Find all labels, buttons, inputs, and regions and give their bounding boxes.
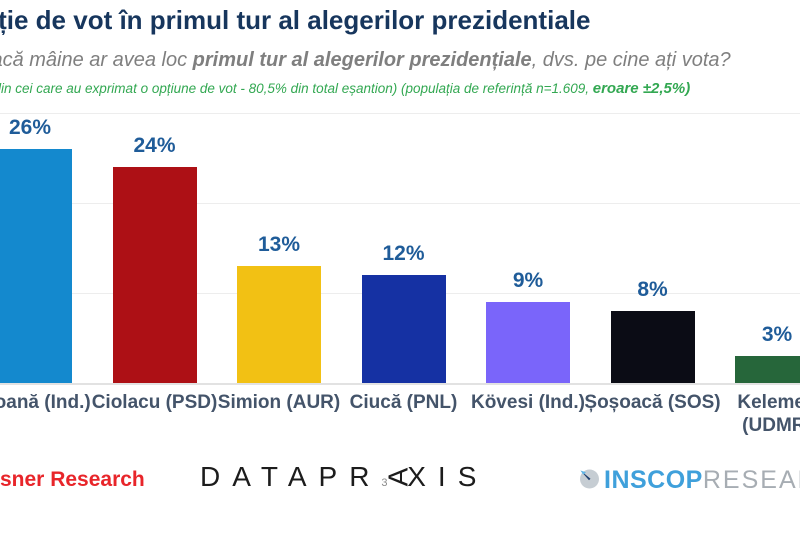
bar-2: [237, 266, 321, 383]
bar-6: [735, 356, 800, 383]
inscop-logo-name: INSCOP: [604, 466, 703, 494]
page-title: Intenție de vot în primul tur al alegeri…: [0, 5, 591, 35]
inscop-logo-suffix: RESEARCH: [702, 466, 800, 494]
bar-4: [486, 302, 570, 383]
poll-question-prefix: Dacă mâine ar avea loc: [0, 49, 188, 71]
inscop-logo: INSCOP RESEARCH: [578, 466, 800, 495]
bar-category-label-6: Kelemen (UDMR): [737, 392, 800, 436]
bar-value-label-0: 26%: [8, 116, 52, 139]
bar-0: [0, 149, 72, 383]
bar-category-label-2: Simion (AUR): [217, 392, 341, 413]
datapraxis-arrow-a-icon: A: [381, 467, 413, 487]
bar-5: [610, 311, 695, 383]
datapraxis-logo: DATAPR3AXIS: [200, 461, 488, 493]
bar-value-label-3: 12%: [382, 242, 425, 265]
gridline-20: [0, 203, 800, 204]
methodology-note-error: eroare ±2,5%): [592, 80, 691, 97]
bar-value-label-2: 13%: [257, 233, 301, 256]
bar-category-label-0: Geoană (Ind.): [0, 392, 91, 413]
poll-question: Dacă mâine ar avea loc primul tur al ale…: [0, 49, 731, 72]
left-partner-logo: sner Research: [0, 468, 145, 491]
bar-value-label-4: 9%: [512, 269, 544, 292]
datapraxis-logo-part1: DATAPR: [200, 461, 382, 492]
methodology-note-main: (din cei care au exprimat o opțiune de v…: [0, 81, 593, 96]
bar-value-label-1: 24%: [133, 134, 176, 157]
bar-1: [112, 167, 197, 383]
bar-category-label-3: Ciucă (PNL): [349, 392, 458, 413]
bar-value-label-6: 3%: [761, 323, 793, 346]
x-axis-line: [0, 383, 800, 385]
poll-question-suffix: , dvs. pe cine ați vota?: [531, 49, 731, 71]
inscop-compass-icon: [578, 467, 601, 495]
methodology-note: (din cei care au exprimat o opțiune de v…: [0, 80, 690, 97]
datapraxis-logo-part2: XIS: [407, 461, 489, 492]
gridline-30: [0, 113, 800, 114]
bar-value-label-5: 8%: [637, 278, 668, 301]
poll-question-emphasis: primul tur al alegerilor prezidențiale: [192, 49, 532, 71]
bar-3: [361, 275, 446, 383]
bar-category-label-1: Ciolacu (PSD): [91, 392, 218, 413]
bar-category-label-5: Șoșoacă (SOS): [584, 392, 721, 413]
bar-category-label-4: Kövesi (Ind.): [470, 392, 585, 413]
datapraxis-logo-mark: 3: [381, 477, 389, 489]
